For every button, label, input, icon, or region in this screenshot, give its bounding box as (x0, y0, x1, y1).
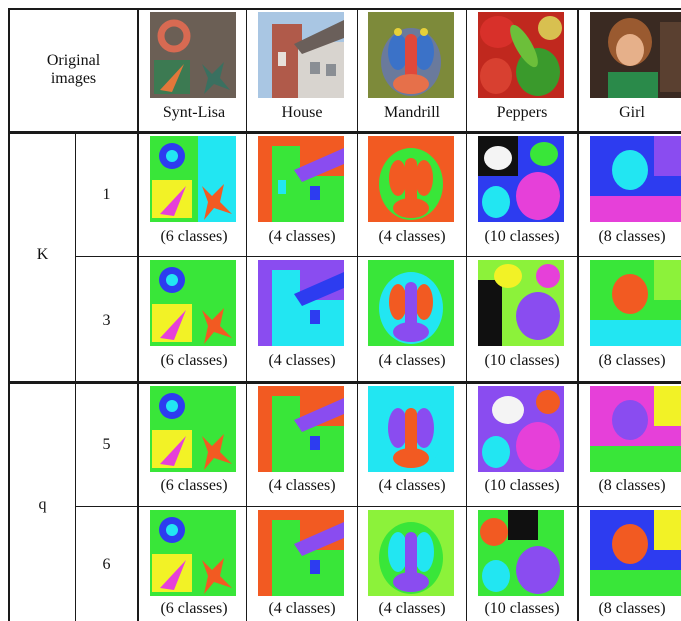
row-param-label: 6 (102, 556, 111, 573)
class-count-caption: (4 classes) (378, 477, 446, 494)
grid-line (8, 8, 681, 10)
column-label-synt-lisa: Synt-Lisa (162, 104, 226, 121)
segmented-house-image (258, 386, 344, 472)
grid-line (357, 8, 358, 621)
original-peppers-image (478, 12, 564, 98)
segmented-girl-image (590, 510, 681, 596)
class-count-caption: (4 classes) (378, 228, 446, 245)
segmented-girl-image (590, 386, 681, 472)
segmented-house-image (258, 136, 344, 222)
original-house-image (258, 12, 344, 98)
original-girl-image (590, 12, 681, 98)
original-synt-lisa-image (150, 12, 236, 98)
grid-line (75, 384, 76, 621)
class-count-caption: (10 classes) (484, 352, 560, 369)
grid-line (8, 8, 10, 621)
grid-line (8, 131, 681, 134)
segmented-peppers-image (478, 510, 564, 596)
class-count-caption: (4 classes) (268, 477, 336, 494)
class-count-caption: (6 classes) (160, 228, 228, 245)
class-count-caption: (10 classes) (484, 600, 560, 617)
class-count-caption: (6 classes) (160, 352, 228, 369)
grid-line (75, 256, 681, 257)
segmented-peppers-image (478, 136, 564, 222)
class-count-caption: (6 classes) (160, 477, 228, 494)
class-count-caption: (8 classes) (598, 228, 666, 245)
class-count-caption: (4 classes) (268, 352, 336, 369)
class-count-caption: (8 classes) (598, 352, 666, 369)
row-param-label: 5 (102, 436, 111, 453)
segmented-peppers-image (478, 386, 564, 472)
class-count-caption: (8 classes) (598, 477, 666, 494)
segmented-girl-image (590, 260, 681, 346)
grid-line (75, 506, 681, 507)
group-label-k: K (36, 246, 49, 263)
grid-line (137, 8, 139, 621)
column-label-house: House (281, 104, 323, 121)
class-count-caption: (10 classes) (484, 477, 560, 494)
class-count-caption: (4 classes) (378, 352, 446, 369)
class-count-caption: (4 classes) (268, 228, 336, 245)
segmented-house-image (258, 510, 344, 596)
original-images-label: Original images (46, 52, 101, 87)
segmented-mandrill-image (368, 136, 454, 222)
segmented-mandrill-image (368, 386, 454, 472)
row-param-label: 3 (102, 312, 111, 329)
segmented-synt-lisa-image (150, 510, 236, 596)
segmented-synt-lisa-image (150, 136, 236, 222)
original-mandrill-image (368, 12, 454, 98)
grid-line (246, 8, 247, 621)
segmented-peppers-image (478, 260, 564, 346)
column-label-peppers: Peppers (496, 104, 548, 121)
row-param-label: 1 (102, 186, 111, 203)
grid-line (8, 381, 681, 384)
class-count-caption: (10 classes) (484, 228, 560, 245)
column-label-mandrill: Mandrill (384, 104, 440, 121)
class-count-caption: (4 classes) (378, 600, 446, 617)
group-label-q: q (38, 496, 47, 513)
class-count-caption: (4 classes) (268, 600, 336, 617)
segmented-mandrill-image (368, 260, 454, 346)
class-count-caption: (6 classes) (160, 600, 228, 617)
segmented-synt-lisa-image (150, 260, 236, 346)
segmented-synt-lisa-image (150, 386, 236, 472)
segmented-house-image (258, 260, 344, 346)
column-label-girl: Girl (619, 104, 645, 121)
grid-line (75, 133, 76, 382)
segmented-mandrill-image (368, 510, 454, 596)
class-count-caption: (8 classes) (598, 600, 666, 617)
segmented-girl-image (590, 136, 681, 222)
grid-line (466, 8, 467, 621)
grid-line (577, 8, 579, 621)
